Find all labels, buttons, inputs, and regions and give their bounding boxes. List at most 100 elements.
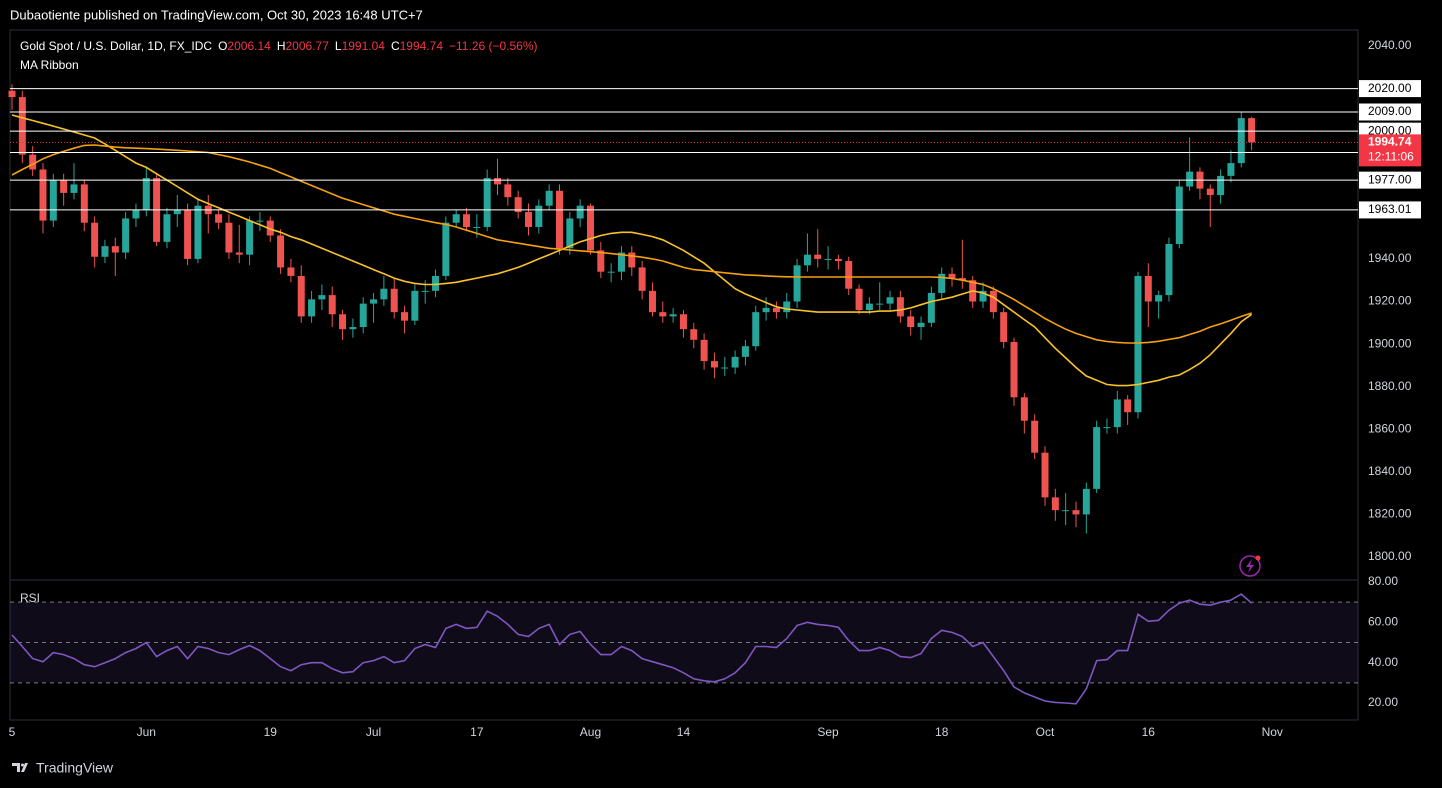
- x-tick-label: Nov: [1262, 725, 1283, 739]
- candle-body: [380, 288, 388, 300]
- level-label-box: [1359, 171, 1421, 189]
- candle-body: [535, 205, 543, 227]
- candle-body: [669, 314, 677, 317]
- candle-body: [225, 222, 233, 253]
- candle-body: [163, 214, 171, 242]
- alert-circle: [1239, 555, 1261, 577]
- candle-body: [1155, 295, 1163, 302]
- candle-body: [700, 339, 708, 362]
- candle-body: [927, 292, 935, 323]
- candle-body: [793, 265, 801, 302]
- candle-body: [525, 212, 532, 227]
- candle-body: [938, 273, 946, 293]
- level-label-box: [1359, 201, 1421, 219]
- candle-body: [473, 226, 481, 228]
- candle-body: [597, 250, 605, 272]
- candle-body: [907, 316, 915, 328]
- candle-body: [287, 267, 295, 276]
- level-label-box: [1359, 80, 1421, 98]
- candle-body: [783, 301, 791, 313]
- publish-header: Dubaotiente published on TradingView.com…: [10, 7, 423, 22]
- candle-body: [266, 220, 274, 236]
- y-tick-label: 1800.00: [1368, 549, 1412, 563]
- x-tick-label: 18: [935, 725, 949, 739]
- candle-body: [235, 252, 243, 255]
- x-tick-label: 5: [9, 725, 16, 739]
- level-label: 2009.00: [1368, 104, 1412, 118]
- candle-body: [834, 258, 842, 262]
- candle-body: [628, 252, 636, 268]
- candle-body: [184, 209, 192, 259]
- alert-dot: [1255, 555, 1261, 561]
- candle-body: [8, 90, 16, 98]
- candle-body: [1124, 399, 1132, 413]
- candle-body: [824, 258, 832, 260]
- x-tick-label: 16: [1142, 725, 1156, 739]
- candle-body: [483, 178, 491, 227]
- level-label: 2020.00: [1368, 81, 1412, 95]
- rsi-label: RSI: [20, 591, 40, 605]
- candle-body: [617, 252, 625, 272]
- candle-body: [1237, 118, 1245, 164]
- candle-body: [401, 312, 409, 321]
- candle-body: [60, 180, 68, 193]
- candle-body: [1144, 275, 1152, 302]
- close-label: C: [391, 39, 400, 53]
- candle-body: [989, 290, 997, 313]
- candle-body: [886, 297, 894, 304]
- candle-body: [132, 209, 140, 219]
- candle-body: [91, 222, 99, 257]
- high-label: H: [277, 39, 286, 53]
- candle-body: [1072, 510, 1080, 515]
- candle-body: [1020, 397, 1028, 421]
- candle-body: [896, 297, 904, 317]
- open-value: 2006.14: [227, 39, 271, 53]
- open-label: O: [218, 39, 227, 53]
- x-tick-label: Sep: [817, 725, 839, 739]
- candle-body: [1113, 399, 1121, 428]
- candle-body: [566, 218, 574, 249]
- candle-body: [1134, 275, 1142, 413]
- candle-body: [814, 254, 822, 259]
- candle-body: [297, 275, 305, 317]
- rsi-line: [11, 593, 1253, 705]
- candle-body: [586, 205, 594, 251]
- candle-body: [18, 97, 26, 155]
- alert-icon[interactable]: [1239, 555, 1261, 577]
- candle-body: [173, 209, 181, 215]
- y-tick-label: 40.00: [1368, 655, 1398, 669]
- y-tick-label: 60.00: [1368, 615, 1398, 629]
- y-tick-label: 2040.00: [1368, 38, 1412, 52]
- candle-body: [442, 222, 450, 276]
- candle-body: [1093, 427, 1101, 489]
- candle-body: [1175, 186, 1183, 245]
- candle-body: [194, 205, 202, 259]
- x-tick-label: Jun: [137, 725, 156, 739]
- candle-body: [39, 169, 47, 221]
- candle-body: [504, 184, 512, 198]
- high-value: 2006.77: [285, 39, 329, 53]
- candle-body: [762, 307, 770, 313]
- brand-name: TradingView: [36, 760, 114, 776]
- y-tick-label: 1820.00: [1368, 507, 1412, 521]
- candle-body: [421, 290, 429, 292]
- alert-bolt: [1246, 559, 1254, 573]
- candle-body: [1041, 452, 1049, 498]
- candle-body: [1000, 312, 1008, 342]
- candle-body: [215, 214, 223, 223]
- change: −11.26 (−0.56%): [449, 39, 538, 53]
- candle-body: [865, 303, 873, 311]
- candle-body: [328, 295, 336, 315]
- candle-body: [1248, 118, 1256, 143]
- brand-logo: [12, 763, 28, 772]
- candle-body: [948, 273, 956, 279]
- candle-body: [917, 322, 925, 328]
- legend: Gold Spot / U.S. Dollar, 1D, FX_IDC O2006…: [20, 39, 538, 53]
- candle-body: [1227, 163, 1235, 176]
- candle-body: [545, 190, 553, 206]
- candle-body: [576, 205, 584, 219]
- y-tick-label: 20.00: [1368, 695, 1398, 709]
- candle-body: [1051, 497, 1059, 511]
- candle-body: [659, 312, 667, 317]
